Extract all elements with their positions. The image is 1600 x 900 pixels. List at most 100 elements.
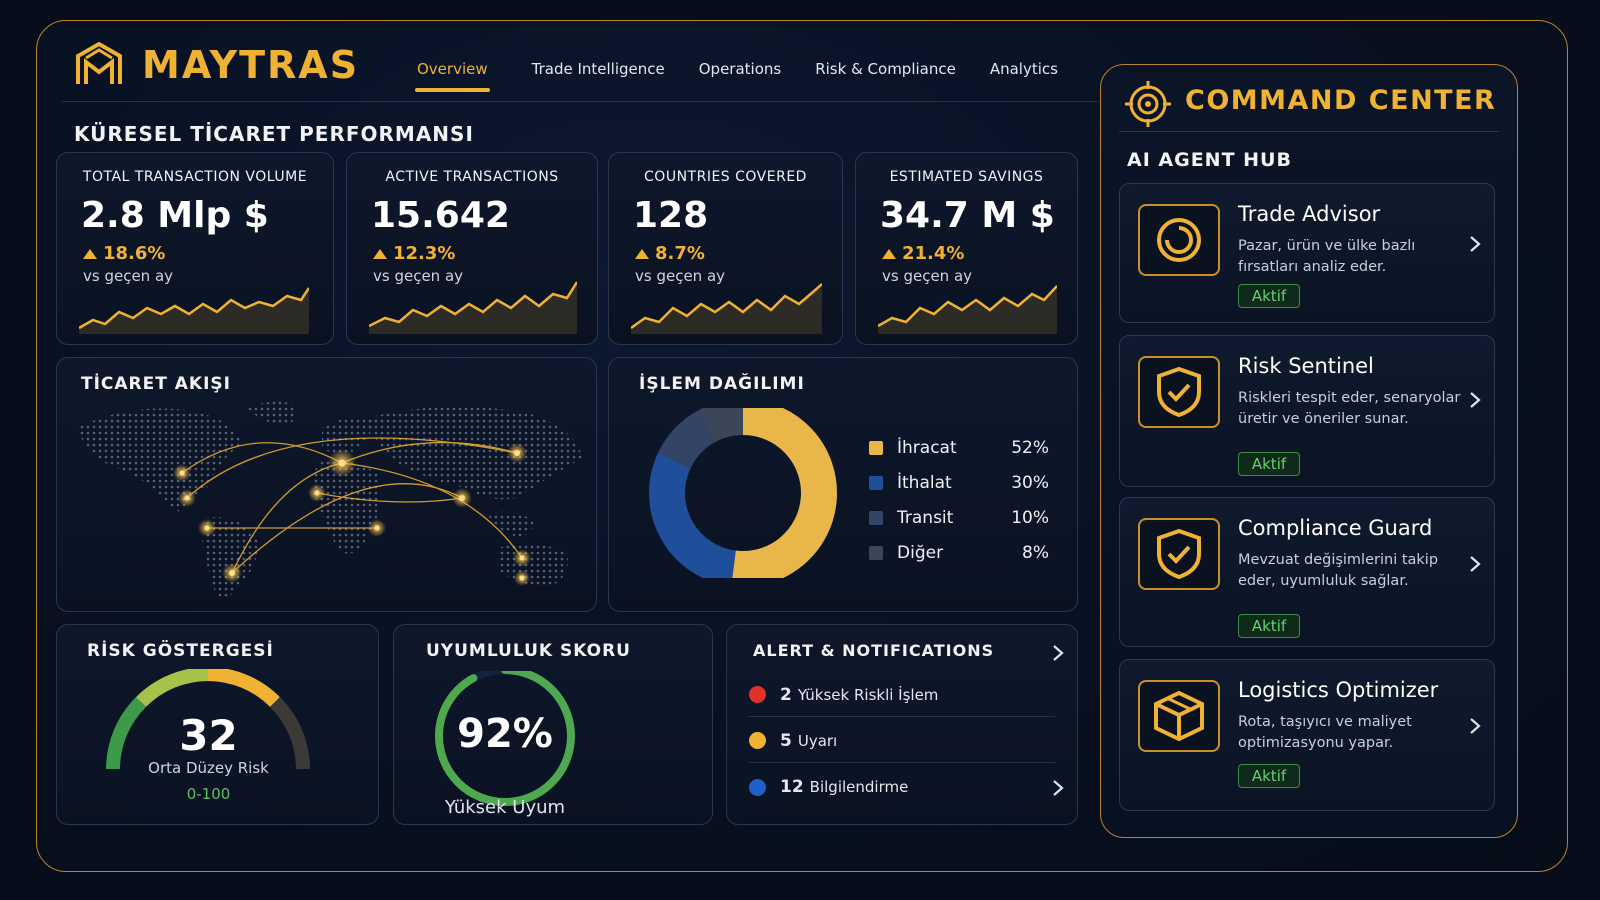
- agent-name: Logistics Optimizer: [1238, 678, 1439, 702]
- panel-title: ALERT & NOTIFICATIONS: [753, 641, 995, 660]
- kpi-value: 34.7 M $: [880, 195, 1055, 236]
- status-badge: Aktif: [1238, 614, 1300, 638]
- divider: [1119, 131, 1499, 132]
- agent-name: Risk Sentinel: [1238, 354, 1374, 378]
- agent-description: Pazar, ürün ve ülke bazlı fırsatları ana…: [1238, 238, 1416, 275]
- kpi-card-volume[interactable]: TOTAL TRANSACTION VOLUME 2.8 Mlp $ 18.6%…: [56, 152, 334, 345]
- chevron-right-icon[interactable]: [1468, 390, 1482, 410]
- agent-description: Mevzuat değişimlerini takip eder, uyumlu…: [1238, 552, 1439, 589]
- status-badge: Aktif: [1238, 764, 1300, 788]
- legend-value: 8%: [1022, 542, 1049, 563]
- donut-slice-3[interactable]: [697, 408, 744, 443]
- nav-overview[interactable]: Overview: [415, 56, 490, 92]
- donut-slice-2[interactable]: [657, 410, 716, 469]
- legend-swatch: [869, 440, 883, 455]
- brand-logo[interactable]: MAYTRAS: [74, 42, 359, 88]
- agent-card-trade-advisor[interactable]: Trade Advisor Pazar, ürün ve ülke bazlı …: [1119, 183, 1495, 323]
- sparkline: [631, 283, 822, 334]
- risk-level-label: Orta Düzey Risk: [148, 759, 269, 777]
- alert-text: Bilgilendirme: [809, 778, 909, 796]
- target-ring-icon: [1157, 218, 1201, 262]
- kpi-change: 21.4%: [882, 243, 964, 264]
- kpi-label: ACTIVE TRANSACTIONS: [385, 169, 559, 185]
- kpi-subtext: vs geçen ay: [635, 267, 726, 285]
- agent-hub-title: AI AGENT HUB: [1127, 149, 1292, 171]
- distribution-donut-chart[interactable]: [645, 408, 841, 578]
- legend-item: Diğer 8%: [869, 535, 1049, 570]
- legend-label: Transit: [897, 507, 954, 528]
- kpi-value: 2.8 Mlp $: [81, 195, 269, 236]
- kpi-change: 18.6%: [83, 243, 165, 264]
- crosshair-target-icon: [1125, 81, 1171, 127]
- kpi-label: TOTAL TRANSACTION VOLUME: [82, 169, 308, 185]
- kpi-label: COUNTRIES COVERED: [644, 169, 807, 185]
- maytras-logo-icon: [76, 42, 122, 84]
- nav-risk-compliance[interactable]: Risk & Compliance: [815, 60, 956, 78]
- chevron-right-icon[interactable]: [1468, 554, 1482, 574]
- chevron-right-icon[interactable]: [1468, 234, 1482, 254]
- kpi-subtext: vs geçen ay: [373, 267, 464, 285]
- nav-operations[interactable]: Operations: [698, 60, 782, 78]
- compliance-score-panel[interactable]: UYUMLULUK SKORU 92% Yüksek Uyum: [393, 624, 713, 825]
- distribution-panel[interactable]: İŞLEM DAĞILIMI İhracat 52% İthalat 30% Tra…: [608, 357, 1078, 612]
- agent-icon-box: [1138, 518, 1220, 590]
- panel-title: UYUMLULUK SKORU: [426, 641, 631, 661]
- alert-item-high-risk[interactable]: 2 Yüksek Riskli İşlem: [749, 673, 1055, 717]
- kpi-card-countries[interactable]: COUNTRIES COVERED 128 8.7% vs geçen ay: [608, 152, 843, 345]
- agent-description: Rota, taşıyıcı ve maliyet optimizasyonu …: [1238, 714, 1412, 751]
- legend-value: 30%: [1011, 472, 1049, 493]
- blue-status-dot-icon: [749, 778, 766, 796]
- kpi-subtext: vs geçen ay: [882, 267, 973, 285]
- kpi-subtext: vs geçen ay: [83, 267, 174, 285]
- panel-title: TİCARET AKIŞI: [81, 374, 231, 394]
- kpi-card-savings[interactable]: ESTIMATED SAVINGS 34.7 M $ 21.4% vs geçe…: [855, 152, 1078, 345]
- donut-slice-1[interactable]: [649, 452, 737, 578]
- alerts-panel[interactable]: ALERT & NOTIFICATIONS 2 Yüksek Riskli İş…: [726, 624, 1078, 825]
- shield-check-icon: [1157, 366, 1201, 418]
- risk-gauge: [106, 669, 310, 770]
- command-center-panel: COMMAND CENTER AI AGENT HUB Trade Adviso…: [1100, 64, 1518, 838]
- compliance-level-label: Yüksek Uyum: [444, 797, 566, 818]
- kpi-change-value: 21.4%: [902, 243, 965, 264]
- agent-name: Compliance Guard: [1238, 516, 1433, 540]
- agent-card-compliance-guard[interactable]: Compliance Guard Mevzuat değişimlerini t…: [1119, 497, 1495, 647]
- chevron-right-icon[interactable]: [1051, 778, 1065, 798]
- alert-text: Uyarı: [797, 731, 838, 750]
- alert-item-warning[interactable]: 5 Uyarı: [749, 719, 1055, 763]
- legend-swatch: [869, 475, 883, 490]
- nav-divider: [62, 101, 1098, 102]
- chevron-right-icon[interactable]: [1468, 716, 1482, 736]
- nav-trade-intelligence[interactable]: Trade Intelligence: [531, 60, 665, 78]
- sparkline: [369, 281, 577, 334]
- legend-label: İthalat: [897, 472, 952, 493]
- kpi-change: 12.3%: [373, 243, 455, 264]
- agent-name: Trade Advisor: [1238, 202, 1381, 226]
- legend-swatch: [869, 545, 883, 560]
- panel-title: İŞLEM DAĞILIMI: [639, 374, 805, 394]
- distribution-legend: İhracat 52% İthalat 30% Transit 10% Diğer 8%: [869, 430, 1049, 570]
- red-status-dot-icon: [749, 686, 766, 703]
- status-badge: Aktif: [1238, 452, 1300, 476]
- compliance-score-value: 92%: [457, 711, 553, 757]
- yellow-status-dot-icon: [749, 732, 766, 749]
- alert-item-info[interactable]: 12 Bilgilendirme: [749, 765, 1055, 809]
- nav-analytics[interactable]: Analytics: [989, 60, 1058, 78]
- command-center-title: COMMAND CENTER: [1185, 85, 1497, 116]
- legend-item: İhracat 52%: [869, 430, 1049, 465]
- panel-title: RİSK GÖSTERGESİ: [87, 641, 274, 661]
- legend-item: Transit 10%: [869, 500, 1049, 535]
- sparkline: [878, 285, 1057, 334]
- agent-card-logistics-optimizer[interactable]: Logistics Optimizer Rota, taşıyıcı ve ma…: [1119, 659, 1495, 811]
- risk-score: 32: [179, 711, 238, 760]
- kpi-card-active-transactions[interactable]: ACTIVE TRANSACTIONS 15.642 12.3% vs geçe…: [346, 152, 598, 345]
- alert-count: 12: [780, 777, 804, 797]
- legend-label: İhracat: [897, 437, 957, 458]
- agent-card-risk-sentinel[interactable]: Risk Sentinel Riskleri tespit eder, sena…: [1119, 335, 1495, 487]
- risk-gauge-panel[interactable]: RİSK GÖSTERGESİ 32 Orta Düzey Risk 0-100: [56, 624, 379, 825]
- donut-slice-0[interactable]: [732, 408, 837, 578]
- alert-count: 2: [780, 684, 792, 705]
- trade-flow-panel[interactable]: TİCARET AKIŞI: [56, 357, 597, 612]
- world-map[interactable]: [67, 388, 587, 608]
- kpi-change-value: 12.3%: [393, 243, 456, 264]
- chevron-right-icon[interactable]: [1051, 643, 1065, 663]
